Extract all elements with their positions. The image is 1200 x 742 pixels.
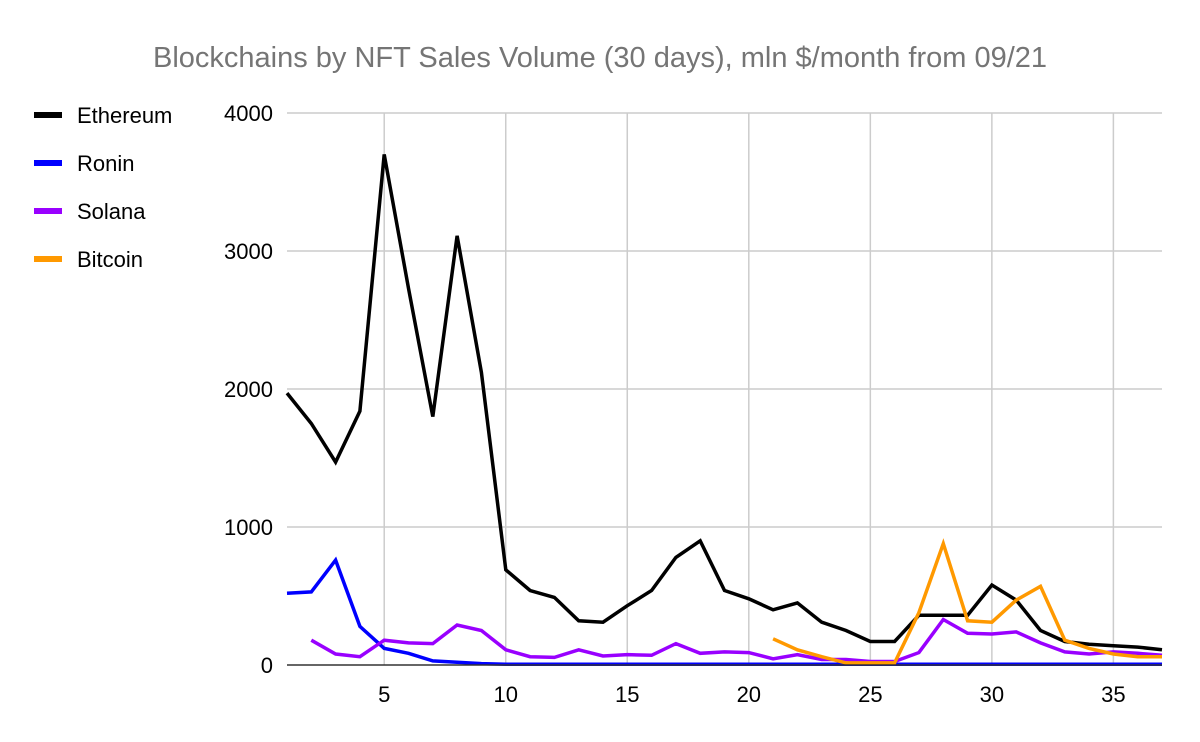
legend-label: Solana <box>77 199 146 224</box>
legend: Ethereum Ronin Solana Bitcoin <box>34 103 172 272</box>
y-tick-label: 1000 <box>224 515 273 540</box>
y-tick-label: 4000 <box>224 101 273 126</box>
legend-label: Bitcoin <box>77 247 143 272</box>
x-tick-label: 20 <box>737 682 761 707</box>
legend-item-ethereum: Ethereum <box>34 103 172 128</box>
legend-item-ronin: Ronin <box>34 151 134 176</box>
series-line-bitcoin <box>772 538 1162 665</box>
x-tick-label: 30 <box>980 682 1004 707</box>
x-tick-label: 35 <box>1101 682 1125 707</box>
series-lines <box>285 154 1163 667</box>
y-tick-label: 3000 <box>224 239 273 264</box>
series-line-ethereum <box>285 154 1163 652</box>
series-solana <box>310 617 1163 664</box>
x-tick-label: 5 <box>378 682 390 707</box>
grid <box>287 112 1162 665</box>
series-ronin <box>286 556 1162 667</box>
y-tick-label: 2000 <box>224 377 273 402</box>
axes: 0 1000 2000 3000 4000 5 10 15 20 25 30 35 <box>224 101 1162 707</box>
y-tick-label: 0 <box>261 653 273 678</box>
legend-item-bitcoin: Bitcoin <box>34 247 143 272</box>
legend-item-solana: Solana <box>34 199 146 224</box>
legend-label: Ethereum <box>77 103 172 128</box>
series-line-ronin <box>286 556 1162 667</box>
series-ethereum <box>285 154 1163 652</box>
chart-title: Blockchains by NFT Sales Volume (30 days… <box>153 42 1047 74</box>
x-tick-label: 10 <box>494 682 518 707</box>
x-tick-label: 25 <box>858 682 882 707</box>
x-tick-label: 15 <box>615 682 639 707</box>
series-line-solana <box>310 617 1163 664</box>
series-bitcoin <box>772 538 1162 665</box>
legend-label: Ronin <box>77 151 134 176</box>
